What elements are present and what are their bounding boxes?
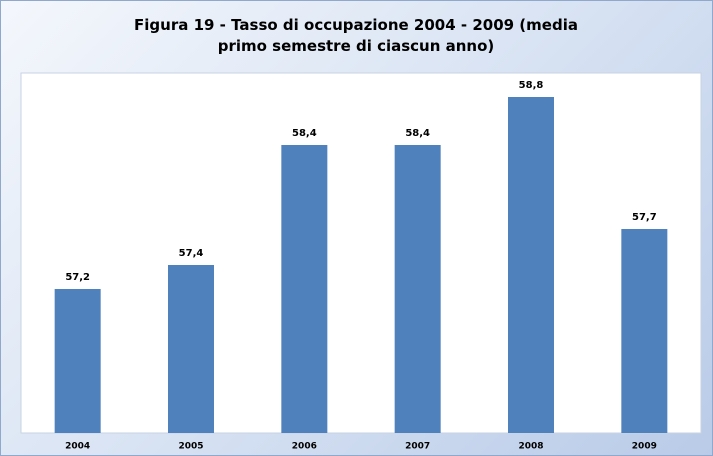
- bar: [281, 145, 328, 433]
- chart-title: Figura 19 - Tasso di occupazione 2004 - …: [134, 16, 578, 55]
- bar: [168, 265, 214, 433]
- bar: [54, 289, 101, 433]
- data-label: 57,4: [179, 248, 204, 259]
- data-label: 57,2: [65, 272, 90, 283]
- x-tick-label: 2006: [292, 442, 317, 452]
- x-tick-label: 2005: [178, 442, 203, 452]
- bar: [394, 145, 441, 433]
- data-label: 58,4: [405, 128, 430, 139]
- bar: [621, 229, 668, 433]
- x-tick-label: 2007: [405, 442, 430, 452]
- data-label: 57,7: [632, 212, 657, 223]
- x-tick-label: 2004: [65, 442, 90, 452]
- x-tick-label: 2009: [632, 442, 657, 452]
- data-label: 58,8: [519, 80, 544, 91]
- data-label: 58,4: [292, 128, 317, 139]
- x-tick-label: 2008: [518, 442, 543, 452]
- bar: [508, 97, 554, 433]
- plot-area: [20, 72, 702, 434]
